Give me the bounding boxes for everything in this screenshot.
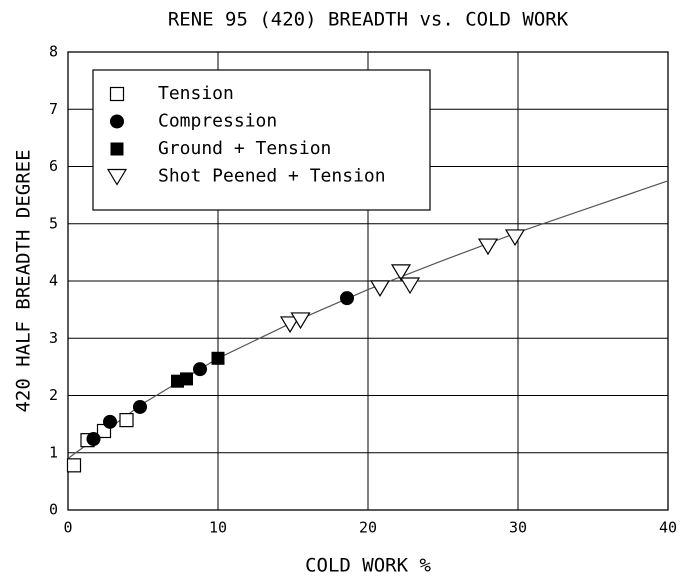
data-point (211, 351, 225, 365)
fit-curve (67, 180, 669, 459)
x-tick-label: 0 (63, 519, 72, 537)
x-tick-label: 20 (359, 519, 377, 537)
x-tick-label: 10 (209, 519, 227, 537)
y-tick-label: 2 (49, 386, 58, 404)
y-tick-label: 5 (49, 214, 58, 232)
data-point (180, 372, 193, 386)
data-point (399, 277, 421, 295)
legend-label: Shot Peened + Tension (158, 166, 386, 187)
data-point (340, 291, 354, 306)
legend-label: Tension (158, 83, 234, 104)
data-point (279, 316, 301, 334)
y-tick-label: 1 (49, 443, 58, 461)
y-tick-label: 3 (49, 329, 58, 347)
data-point (390, 264, 412, 282)
y-tick-label: 4 (49, 272, 58, 290)
y-tick-label: 0 (49, 501, 58, 519)
x-tick-label: 30 (509, 519, 527, 537)
data-point (66, 458, 82, 473)
data-point (103, 414, 117, 429)
legend-marker (109, 86, 125, 102)
data-point (86, 432, 101, 447)
legend-label: Ground + Tension (158, 138, 331, 159)
data-point (133, 399, 147, 414)
y-tick-label: 8 (49, 43, 58, 61)
x-axis-label: COLD WORK % (305, 555, 431, 577)
legend-marker (110, 142, 124, 156)
x-tick-label: 40 (659, 519, 677, 537)
data-point (369, 280, 391, 298)
y-tick-label: 7 (49, 100, 58, 118)
legend-box (92, 69, 431, 211)
legend-marker (106, 168, 128, 186)
legend-marker (110, 114, 124, 129)
data-point (193, 362, 207, 377)
data-point (477, 238, 499, 256)
y-axis-label: 420 HALF BREADTH DEGREE (13, 149, 35, 412)
y-tick-label: 6 (49, 157, 58, 175)
legend-label: Compression (158, 111, 277, 132)
data-point (119, 413, 134, 428)
chart-title: RENE 95 (420) BREADTH vs. COLD WORK (168, 9, 569, 31)
data-point (504, 229, 526, 247)
data-point (290, 312, 311, 330)
